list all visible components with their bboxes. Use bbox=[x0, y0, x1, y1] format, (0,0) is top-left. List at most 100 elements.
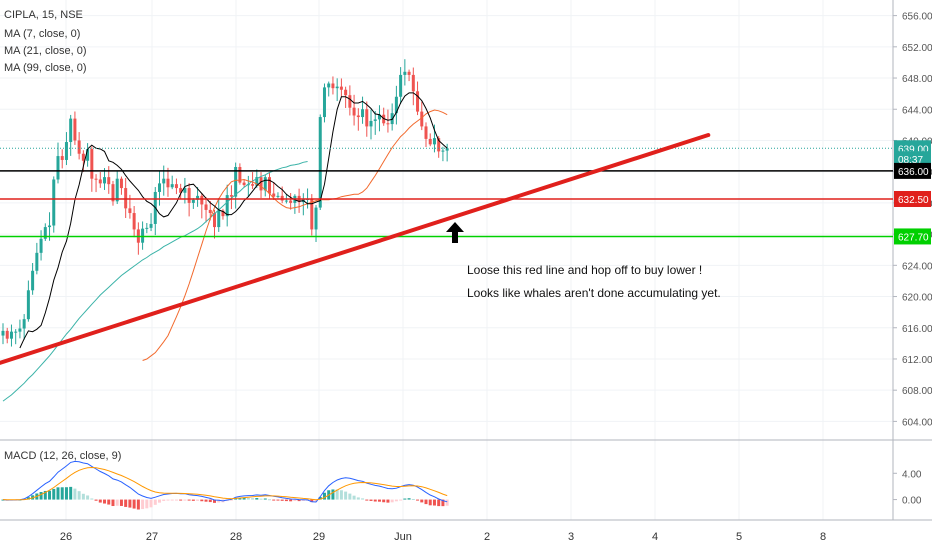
candle-body-23 bbox=[98, 179, 102, 184]
candle-body-78 bbox=[331, 83, 335, 89]
candle-body-75 bbox=[318, 117, 322, 208]
macd-hist-bar-71 bbox=[301, 499, 305, 501]
macd-hist-bar-37 bbox=[158, 499, 162, 503]
macd-hist-bar-90 bbox=[382, 499, 386, 503]
candle-body-8 bbox=[35, 252, 39, 271]
candle-body-49 bbox=[208, 209, 212, 214]
up-arrow-icon bbox=[446, 222, 464, 243]
candle-body-56 bbox=[238, 166, 242, 183]
macd-hist-bar-57 bbox=[242, 497, 246, 500]
macd-hist-bar-41 bbox=[174, 499, 178, 501]
candle-body-20 bbox=[86, 149, 90, 161]
macd-line bbox=[2, 460, 448, 503]
macd-hist-bar-42 bbox=[179, 499, 183, 501]
candle-body-101 bbox=[428, 138, 432, 145]
candle-body-54 bbox=[229, 195, 233, 197]
macd-hist-bar-97 bbox=[411, 498, 415, 500]
macd-hist-bar-49 bbox=[208, 499, 212, 503]
candle-body-26 bbox=[111, 184, 115, 202]
price-tag-3 bbox=[894, 190, 931, 207]
macd-hist-bar-46 bbox=[196, 499, 200, 501]
macd-hist-bar-99 bbox=[420, 499, 424, 503]
macd-hist-bar-96 bbox=[407, 498, 411, 500]
macd-hist-bar-6 bbox=[26, 497, 30, 500]
ma99-line bbox=[2, 161, 308, 402]
candle-body-52 bbox=[221, 210, 225, 217]
candle-body-14 bbox=[60, 156, 64, 160]
price-tag-label-4: 627.70 bbox=[898, 232, 929, 243]
macd-hist-bar-105 bbox=[445, 499, 449, 506]
symbol-label[interactable]: CIPLA, 15, NSE bbox=[4, 9, 83, 21]
candle-body-15 bbox=[64, 142, 68, 160]
macd-hist-bar-88 bbox=[373, 499, 377, 502]
macd-hist-bar-56 bbox=[238, 497, 242, 500]
macd-hist-bar-20 bbox=[86, 495, 90, 500]
macd-hist-bar-79 bbox=[335, 489, 339, 500]
macd-hist-bar-61 bbox=[259, 498, 263, 500]
candle-body-4 bbox=[18, 328, 22, 332]
price-tag-label-0: 639.00 bbox=[898, 144, 929, 155]
macd-hist-bar-74 bbox=[314, 499, 318, 502]
candle-body-63 bbox=[267, 177, 271, 194]
ma99-legend[interactable]: MA (99, close, 0) bbox=[4, 62, 87, 74]
candle-body-6 bbox=[26, 290, 30, 320]
ma21-legend[interactable]: MA (21, close, 0) bbox=[4, 45, 87, 57]
macd-hist-bar-21 bbox=[90, 498, 94, 500]
macd-hist-bar-50 bbox=[213, 499, 216, 503]
ma21-line bbox=[142, 109, 448, 361]
time-tick-label-6: 3 bbox=[568, 531, 574, 543]
macd-hist-bar-102 bbox=[432, 499, 436, 506]
macd-hist-bar-36 bbox=[153, 499, 157, 505]
candle-body-33 bbox=[141, 228, 145, 243]
macd-hist-bar-48 bbox=[204, 499, 208, 502]
candle-body-5 bbox=[22, 319, 26, 329]
candle-body-46 bbox=[196, 195, 200, 200]
macd-hist-bar-11 bbox=[48, 490, 52, 500]
price-tag-4 bbox=[894, 228, 931, 245]
candle-body-45 bbox=[191, 199, 195, 203]
ma7-legend[interactable]: MA (7, close, 0) bbox=[4, 28, 81, 40]
time-tick-label-5: 2 bbox=[484, 531, 490, 543]
macd-hist-bar-87 bbox=[369, 499, 373, 501]
macd-hist-bar-81 bbox=[344, 491, 348, 500]
macd-hist-bar-43 bbox=[183, 499, 187, 501]
price-tick-label-11: 612.00 bbox=[902, 355, 932, 366]
time-tick-label-3: 29 bbox=[313, 531, 325, 543]
candle-body-84 bbox=[356, 115, 360, 118]
candle-body-19 bbox=[81, 153, 85, 161]
macd-hist-bar-69 bbox=[293, 499, 297, 502]
candle-body-88 bbox=[373, 119, 377, 121]
time-tick-label-2: 28 bbox=[230, 531, 242, 543]
macd-tick-label-1: 0.00 bbox=[902, 496, 922, 507]
macd-hist-bar-100 bbox=[424, 499, 428, 505]
candle-body-3 bbox=[14, 331, 18, 333]
candle-body-77 bbox=[327, 83, 331, 88]
candle-body-22 bbox=[94, 178, 98, 180]
candle-body-67 bbox=[284, 200, 288, 202]
candle-body-87 bbox=[369, 120, 373, 127]
price-tick-label-2: 648.00 bbox=[902, 74, 932, 85]
candle-body-13 bbox=[56, 156, 60, 180]
macd-hist-bar-12 bbox=[52, 488, 56, 500]
macd-hist-bar-22 bbox=[94, 499, 98, 501]
macd-hist-bar-26 bbox=[111, 499, 115, 507]
macd-legend[interactable]: MACD (12, 26, close, 9) bbox=[4, 450, 122, 462]
annotation-text-1[interactable]: Loose this red line and hop off to buy l… bbox=[467, 263, 703, 277]
annotation-text-2[interactable]: Looks like whales aren't done accumulati… bbox=[467, 286, 721, 300]
macd-hist-bar-17 bbox=[73, 488, 77, 500]
candle-body-73 bbox=[310, 198, 314, 230]
macd-hist-bar-84 bbox=[356, 497, 360, 500]
macd-hist-bar-75 bbox=[318, 496, 322, 500]
candle-body-86 bbox=[365, 109, 369, 127]
candle-body-68 bbox=[289, 200, 293, 203]
macd-hist-bar-13 bbox=[56, 487, 60, 500]
candle-body-76 bbox=[322, 87, 326, 118]
candle-body-95 bbox=[403, 71, 407, 75]
price-tick-label-10: 616.00 bbox=[902, 324, 932, 335]
price-tick-label-12: 608.00 bbox=[902, 386, 932, 397]
time-tick-label-0: 26 bbox=[60, 531, 72, 543]
candle-body-7 bbox=[31, 270, 35, 291]
macd-hist-bar-94 bbox=[399, 499, 403, 501]
macd-hist-bar-67 bbox=[284, 499, 288, 502]
